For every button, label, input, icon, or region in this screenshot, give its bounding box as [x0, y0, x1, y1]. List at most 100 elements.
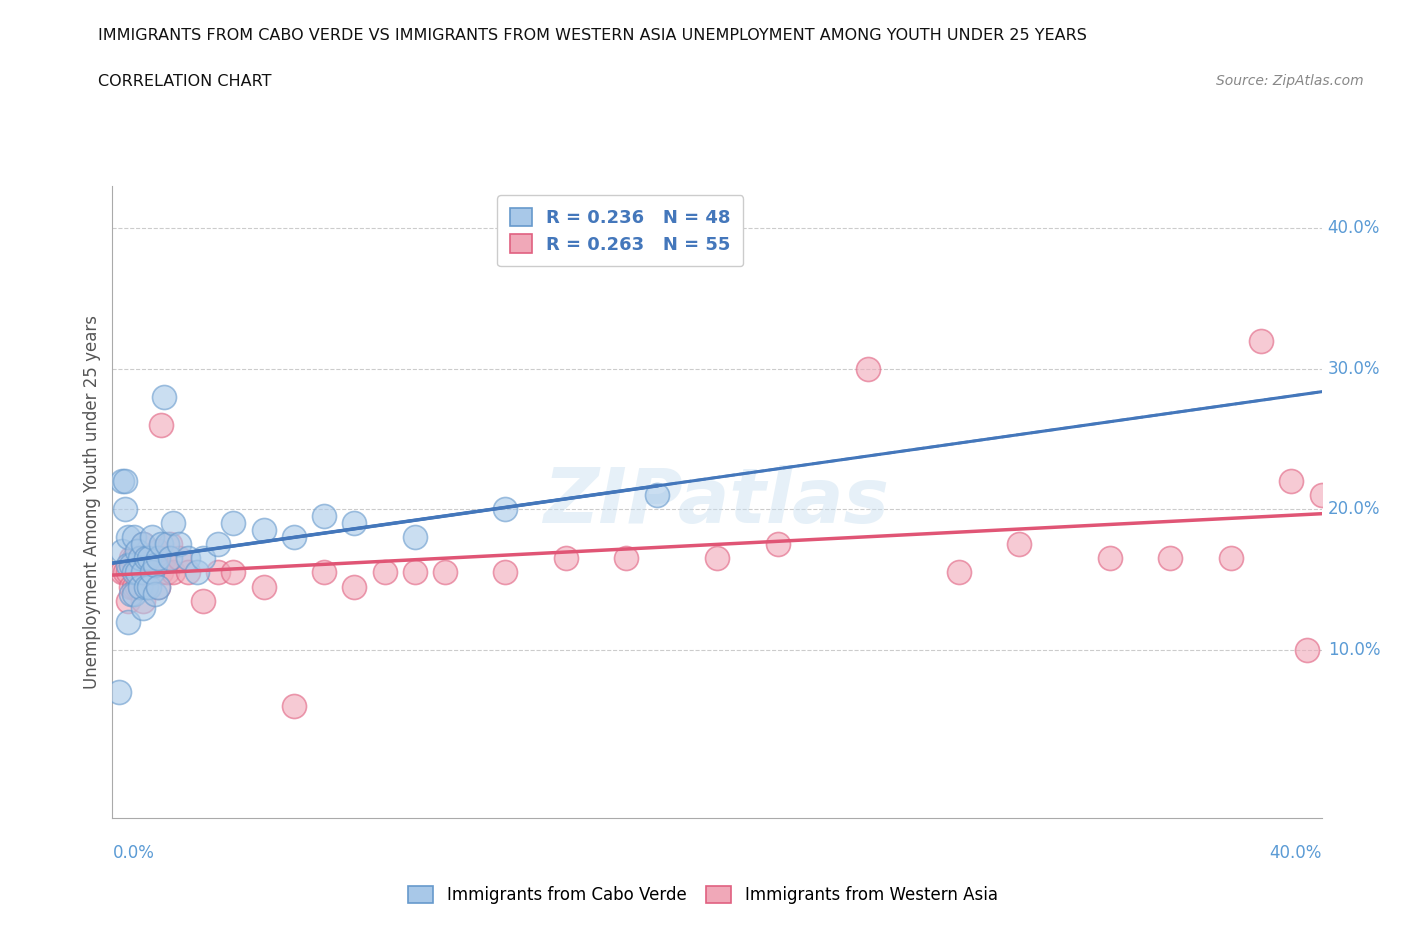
- Point: [117, 558, 139, 573]
- Point: [314, 509, 336, 524]
- Point: [132, 593, 155, 608]
- Point: [141, 565, 163, 580]
- Point: [374, 565, 396, 580]
- Point: [948, 565, 970, 580]
- Point: [122, 565, 145, 580]
- Point: [110, 473, 132, 488]
- Point: [207, 537, 229, 551]
- Point: [135, 551, 157, 565]
- Point: [138, 551, 160, 565]
- Point: [117, 565, 139, 580]
- Point: [128, 551, 150, 565]
- Legend: R = 0.236   N = 48, R = 0.263   N = 55: R = 0.236 N = 48, R = 0.263 N = 55: [498, 195, 744, 266]
- Point: [120, 579, 142, 594]
- Point: [135, 579, 157, 594]
- Point: [107, 684, 129, 699]
- Point: [222, 565, 245, 580]
- Point: [110, 565, 132, 580]
- Point: [128, 551, 150, 565]
- Point: [856, 361, 880, 376]
- Point: [117, 593, 139, 608]
- Point: [149, 537, 172, 551]
- Point: [253, 579, 276, 594]
- Text: 40.0%: 40.0%: [1327, 219, 1381, 237]
- Point: [146, 579, 169, 594]
- Point: [114, 565, 136, 580]
- Point: [177, 551, 200, 565]
- Point: [1159, 551, 1181, 565]
- Point: [186, 565, 208, 580]
- Point: [149, 565, 172, 580]
- Point: [153, 390, 176, 405]
- Point: [120, 586, 142, 601]
- Point: [343, 516, 366, 531]
- Point: [110, 544, 132, 559]
- Point: [1279, 473, 1302, 488]
- Point: [120, 551, 142, 565]
- Point: [122, 579, 145, 594]
- Point: [135, 579, 157, 594]
- Point: [1008, 537, 1031, 551]
- Point: [283, 698, 305, 713]
- Point: [125, 544, 148, 559]
- Text: CORRELATION CHART: CORRELATION CHART: [98, 74, 271, 89]
- Point: [706, 551, 728, 565]
- Point: [120, 558, 142, 573]
- Point: [132, 565, 155, 580]
- Point: [135, 551, 157, 565]
- Point: [141, 530, 163, 545]
- Point: [149, 418, 172, 432]
- Point: [132, 537, 155, 551]
- Point: [167, 537, 190, 551]
- Point: [1310, 487, 1333, 502]
- Point: [125, 579, 148, 594]
- Point: [128, 579, 150, 594]
- Point: [253, 523, 276, 538]
- Point: [283, 530, 305, 545]
- Point: [138, 579, 160, 594]
- Point: [433, 565, 456, 580]
- Point: [122, 551, 145, 565]
- Point: [138, 565, 160, 580]
- Point: [122, 586, 145, 601]
- Point: [132, 600, 155, 615]
- Point: [554, 551, 576, 565]
- Point: [343, 579, 366, 594]
- Point: [153, 551, 176, 565]
- Text: ZIPatlas: ZIPatlas: [544, 465, 890, 539]
- Point: [222, 516, 245, 531]
- Point: [156, 537, 179, 551]
- Point: [143, 551, 166, 565]
- Point: [1295, 643, 1317, 658]
- Point: [114, 502, 136, 517]
- Point: [404, 530, 426, 545]
- Point: [117, 614, 139, 629]
- Point: [159, 537, 181, 551]
- Point: [1098, 551, 1121, 565]
- Point: [141, 565, 163, 580]
- Y-axis label: Unemployment Among Youth under 25 years: Unemployment Among Youth under 25 years: [83, 315, 101, 689]
- Point: [207, 565, 229, 580]
- Point: [156, 565, 179, 580]
- Point: [177, 565, 200, 580]
- Point: [162, 565, 184, 580]
- Legend: Immigrants from Cabo Verde, Immigrants from Western Asia: Immigrants from Cabo Verde, Immigrants f…: [399, 878, 1007, 912]
- Point: [128, 579, 150, 594]
- Point: [191, 593, 214, 608]
- Point: [616, 551, 638, 565]
- Point: [162, 516, 184, 531]
- Point: [122, 530, 145, 545]
- Point: [495, 565, 517, 580]
- Point: [125, 551, 148, 565]
- Text: 40.0%: 40.0%: [1270, 844, 1322, 862]
- Point: [117, 530, 139, 545]
- Text: Source: ZipAtlas.com: Source: ZipAtlas.com: [1216, 74, 1364, 88]
- Point: [132, 565, 155, 580]
- Point: [143, 586, 166, 601]
- Point: [125, 565, 148, 580]
- Point: [167, 551, 190, 565]
- Point: [159, 551, 181, 565]
- Point: [314, 565, 336, 580]
- Point: [1250, 333, 1272, 348]
- Point: [645, 487, 668, 502]
